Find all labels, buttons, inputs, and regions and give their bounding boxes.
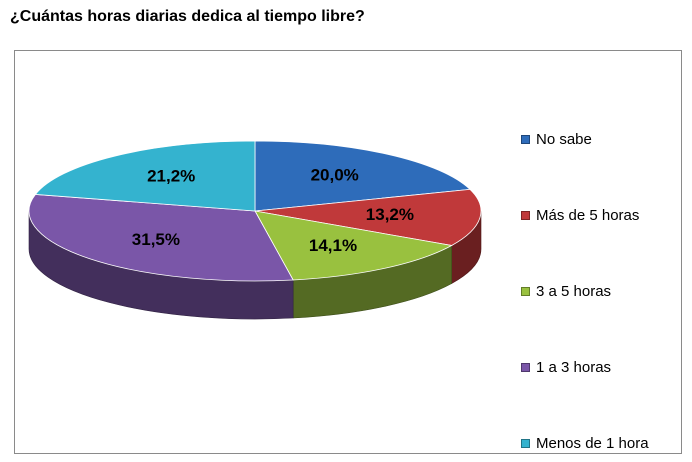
slice-value-label: 13,2% bbox=[366, 205, 414, 224]
legend-item: No sabe bbox=[521, 131, 592, 148]
pie-labels: 20,0% 13,2% 14,1% 31,5% 21,2% bbox=[132, 165, 414, 255]
pie-slice-1 bbox=[254, 188, 482, 246]
chart-title: ¿Cuántas horas diarias dedica al tiempo … bbox=[10, 8, 365, 25]
pie-slice-2 bbox=[254, 210, 453, 281]
legend-label: Más de 5 horas bbox=[536, 207, 640, 224]
legend-label: No sabe bbox=[536, 131, 592, 148]
slice-value-label: 31,5% bbox=[132, 230, 180, 249]
legend-swatch bbox=[521, 135, 530, 144]
slice-value-label: 14,1% bbox=[309, 236, 357, 255]
legend-item: Más de 5 horas bbox=[521, 207, 639, 224]
legend-swatch bbox=[521, 363, 530, 372]
pie-slice-3 bbox=[28, 194, 294, 282]
legend-swatch bbox=[521, 439, 530, 448]
legend-label: 3 a 5 horas bbox=[536, 283, 612, 300]
pie-chart: 20,0% 13,2% 14,1% 31,5% 21,2% bbox=[28, 140, 482, 320]
legend-label: Menos de 1 hora bbox=[536, 435, 649, 452]
legend-item: 3 a 5 horas bbox=[521, 283, 611, 300]
legend-swatch bbox=[521, 287, 530, 296]
pie-slice-4 bbox=[34, 140, 256, 212]
chart-frame: 20,0% 13,2% 14,1% 31,5% 21,2% No sabe Más de … bbox=[14, 50, 682, 454]
slice-value-label: 20,0% bbox=[311, 165, 359, 184]
pie-slice-0 bbox=[254, 140, 471, 212]
slice-value-label: 21,2% bbox=[147, 166, 195, 185]
pie-tops bbox=[28, 140, 482, 282]
legend-label: 1 a 3 horas bbox=[536, 359, 612, 376]
legend-item: Menos de 1 hora bbox=[521, 435, 649, 452]
legend-item: 1 a 3 horas bbox=[521, 359, 611, 376]
legend-swatch bbox=[521, 211, 530, 220]
